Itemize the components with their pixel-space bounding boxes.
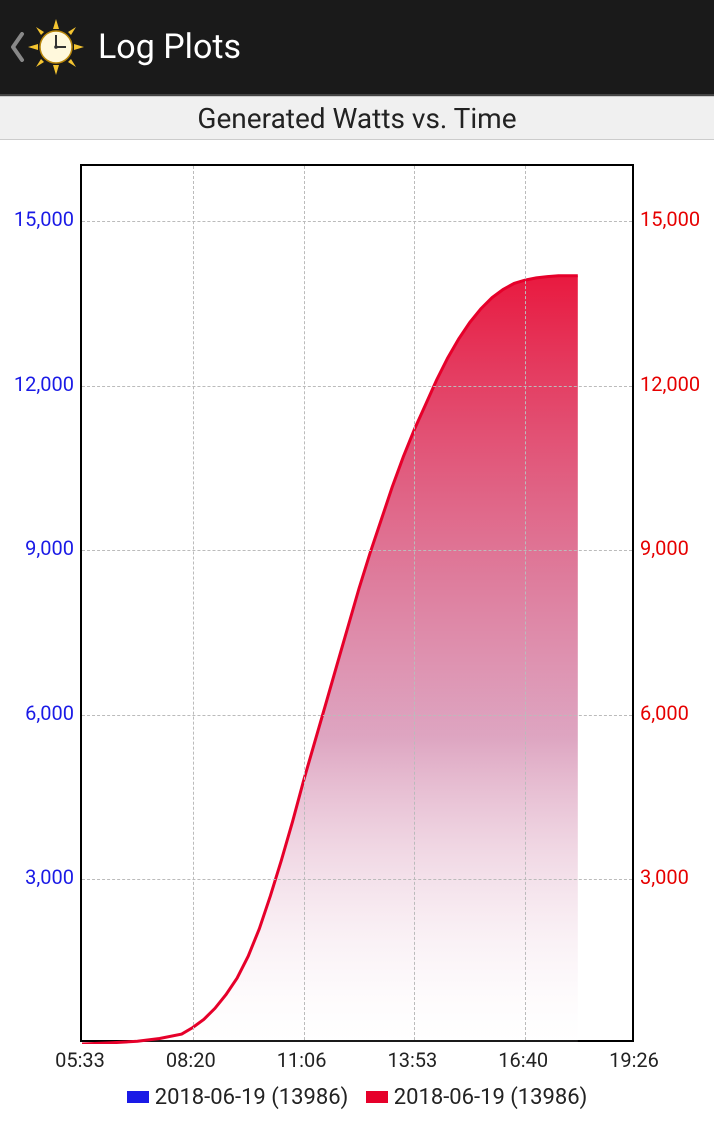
y-label-left: 12,000 — [0, 372, 74, 396]
y-label-right: 6,000 — [640, 701, 710, 725]
legend-item-2: 2018-06-19 (13986) — [366, 1085, 588, 1110]
legend-item-1: 2018-06-19 (13986) — [127, 1085, 349, 1110]
header-title: Log Plots — [98, 27, 241, 67]
y-label-right: 3,000 — [640, 865, 710, 889]
y-label-right: 15,000 — [640, 207, 710, 231]
x-label: 05:33 — [55, 1048, 105, 1072]
grid-line-v — [414, 166, 415, 1040]
grid-line-h — [82, 550, 632, 551]
grid-line-h — [82, 221, 632, 222]
grid-line-h — [82, 386, 632, 387]
x-label: 11:06 — [277, 1048, 327, 1072]
legend-swatch-1 — [127, 1091, 149, 1103]
area-fill — [82, 166, 636, 1044]
y-label-left: 6,000 — [0, 701, 74, 725]
grid-line-h — [82, 879, 632, 880]
chart-area[interactable]: 3,000 6,000 9,000 12,000 15,000 3,000 6,000 9,… — [0, 140, 714, 1138]
legend-swatch-2 — [366, 1091, 388, 1103]
x-label: 08:20 — [166, 1048, 216, 1072]
y-label-right: 9,000 — [640, 536, 710, 560]
chart-title: Generated Watts vs. Time — [197, 102, 516, 135]
x-label: 19:26 — [609, 1048, 659, 1072]
grid-line-v — [525, 166, 526, 1040]
grid-line-v — [304, 166, 305, 1040]
grid-line-v — [193, 166, 194, 1040]
x-label: 16:40 — [498, 1048, 548, 1072]
legend-label-1: 2018-06-19 (13986) — [155, 1085, 349, 1110]
y-label-left: 15,000 — [0, 207, 74, 231]
grid-line-h — [82, 715, 632, 716]
legend-label-2: 2018-06-19 (13986) — [394, 1085, 588, 1110]
legend: 2018-06-19 (13986) 2018-06-19 (13986) — [0, 1084, 714, 1110]
chart-title-bar: Generated Watts vs. Time — [0, 96, 714, 140]
sun-clock-icon — [28, 19, 84, 75]
back-button[interactable] — [8, 27, 26, 67]
x-label: 13:53 — [387, 1048, 437, 1072]
y-label-left: 9,000 — [0, 536, 74, 560]
app-header: Log Plots — [0, 0, 714, 96]
y-label-left: 3,000 — [0, 865, 74, 889]
y-label-right: 12,000 — [640, 372, 710, 396]
plot-box — [80, 164, 634, 1042]
